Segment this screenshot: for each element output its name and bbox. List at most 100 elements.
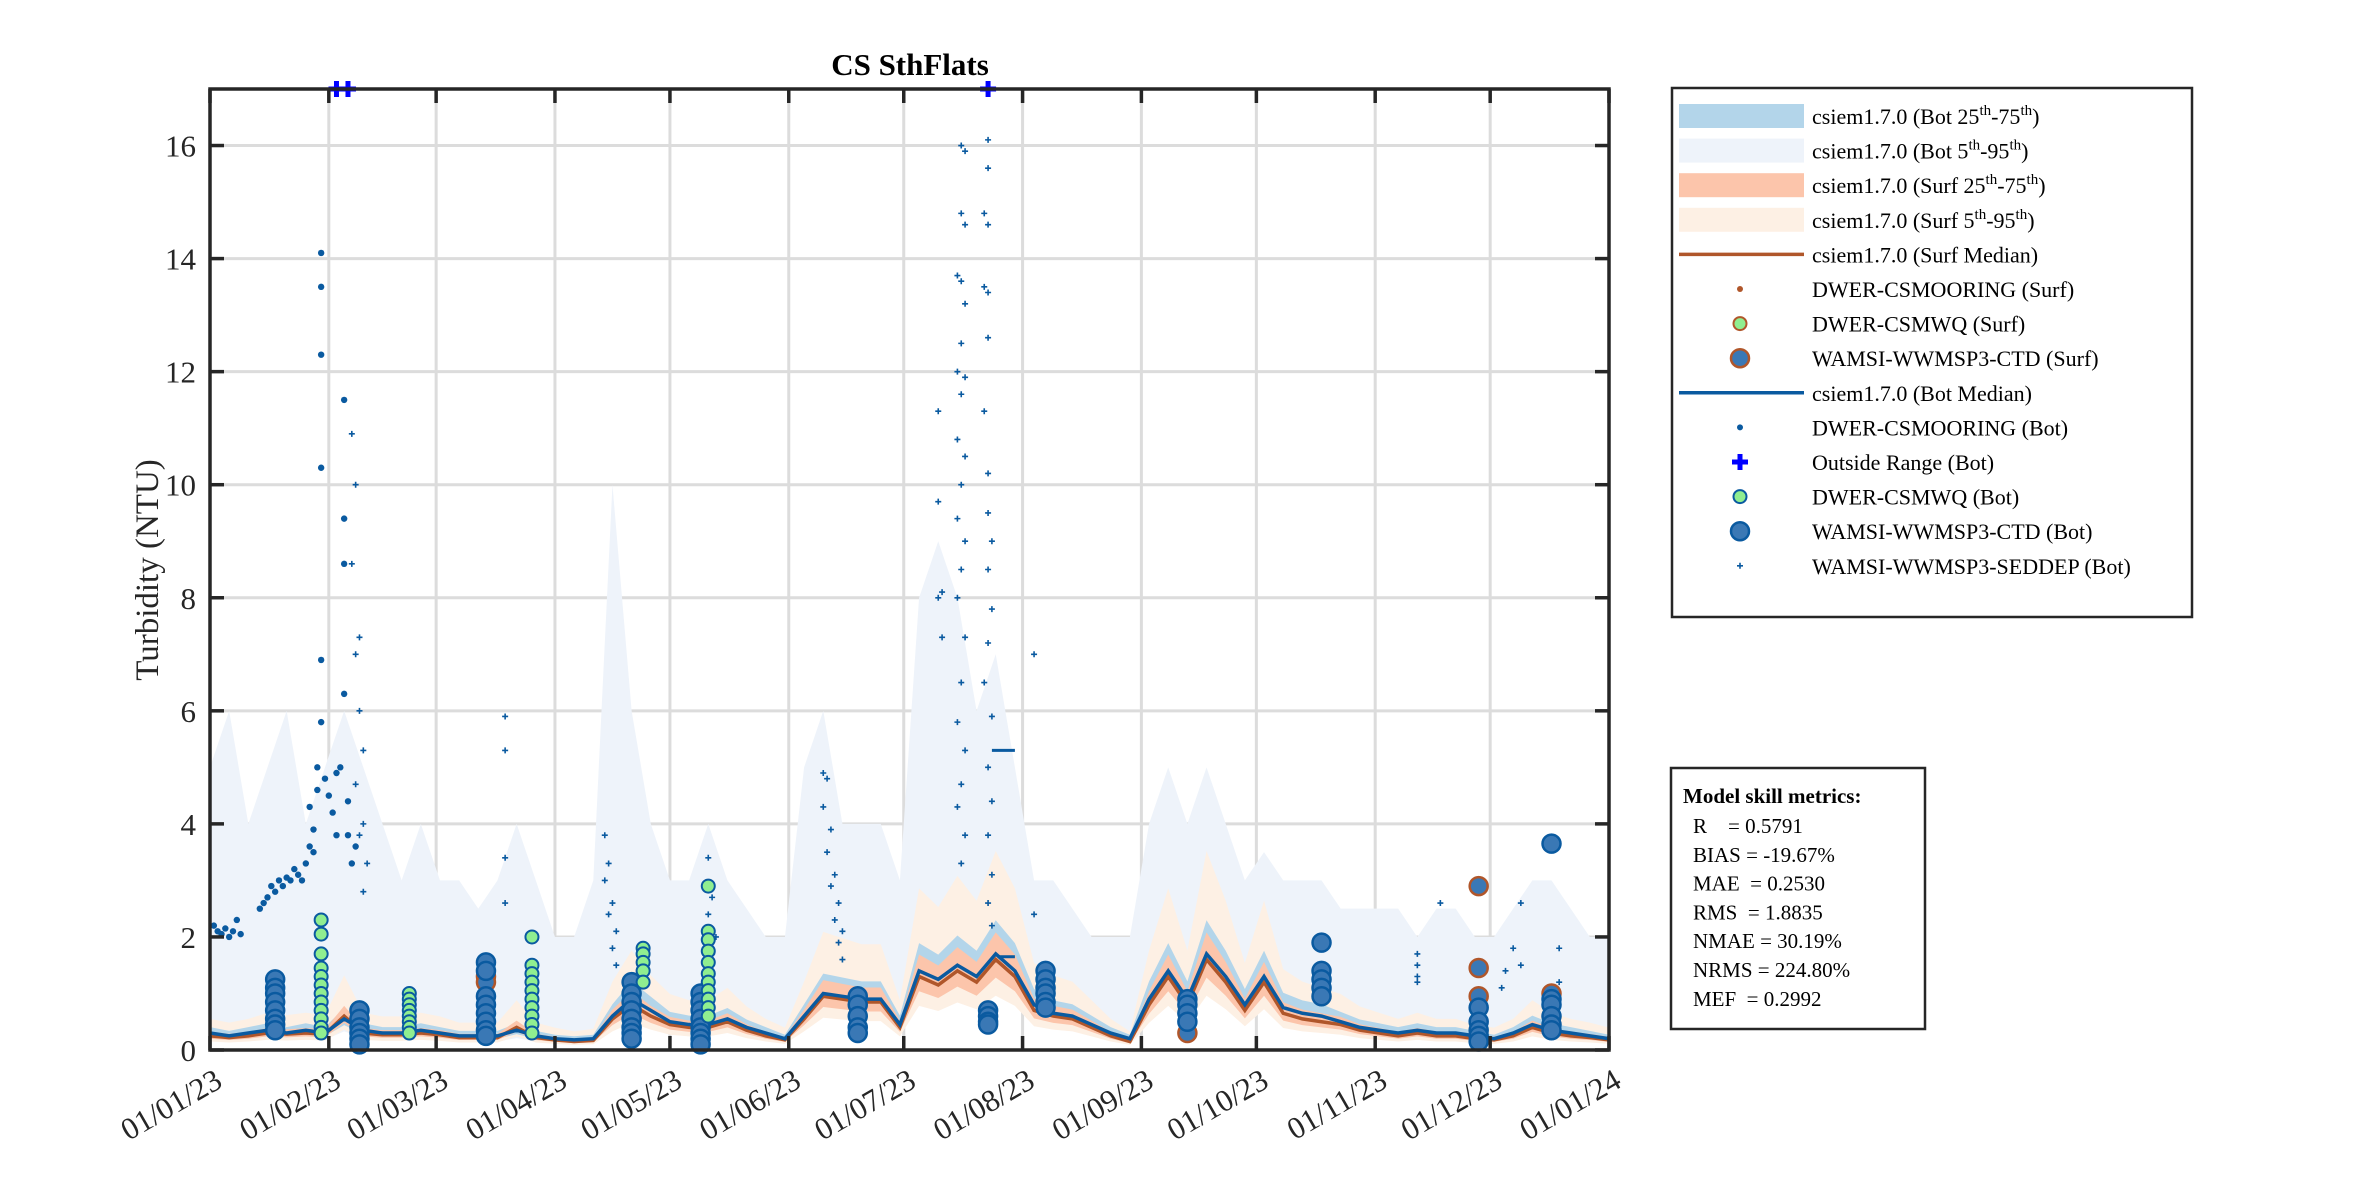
wamsi-wwmsp3-seddep-bot-point <box>958 566 965 573</box>
dwer-csmooring-bot-point <box>310 826 317 833</box>
legend-label: csiem1.7.0 (Surf Median) <box>1812 242 2038 267</box>
wamsi-wwmsp3-ctd-bot-point <box>977 1014 999 1035</box>
wamsi-wwmsp3-seddep-bot-point <box>1414 979 1421 986</box>
legend-item: csiem1.7.0 (Bot Median) <box>1679 381 2032 406</box>
dwer-csmooring-bot-point <box>256 905 264 912</box>
legend-marker <box>1732 489 1748 505</box>
legend-item: csiem1.7.0 (Bot 5th-95th) <box>1679 138 2028 164</box>
legend-label-text: -95 <box>1986 208 2015 233</box>
wamsi-wwmsp3-seddep-bot-point <box>502 900 509 907</box>
legend-label-text: DWER-CSMOORING (Surf) <box>1812 277 2074 302</box>
dwer-csmooring-bot-point <box>314 764 321 771</box>
wamsi-wwmsp3-seddep-bot-point <box>613 962 620 969</box>
wamsi-wwmsp3-seddep-bot-point <box>939 634 946 641</box>
dwer-csmooring-bot-point <box>340 515 348 522</box>
legend-label-superscript: th <box>1986 172 1998 188</box>
wamsi-wwmsp3-seddep-bot-point <box>985 639 992 646</box>
wamsi-wwmsp3-seddep-bot-point <box>962 148 969 155</box>
dwer-csmooring-bot-point <box>344 798 352 805</box>
legend-label: DWER-CSMOORING (Surf) <box>1812 277 2074 302</box>
legend-label: Outside Range (Bot) <box>1812 450 1994 475</box>
metric-line: MEF = 0.2992 <box>1693 987 1822 1011</box>
wamsi-wwmsp3-seddep-bot-point <box>1510 945 1517 952</box>
legend-swatch <box>1679 138 1804 163</box>
dwer-csmooring-bot-point <box>333 769 340 777</box>
wamsi-wwmsp3-seddep-bot-point <box>709 894 716 901</box>
wamsi-wwmsp3-ctd-bot-point <box>847 1022 869 1044</box>
legend-label-text: Outside Range (Bot) <box>1812 450 1994 475</box>
wamsi-wwmsp3-seddep-bot-point <box>985 832 992 839</box>
wamsi-wwmsp3-seddep-bot-point <box>958 481 965 488</box>
wamsi-wwmsp3-seddep-bot-point <box>613 928 620 935</box>
legend-marker <box>1737 562 1743 569</box>
wamsi-wwmsp3-seddep-bot-point <box>605 911 612 918</box>
dwer-csmooring-bot-point <box>302 860 310 867</box>
legend-label: WAMSI-WWMSP3-CTD (Bot) <box>1812 519 2093 544</box>
dwer-csmooring-bot-point <box>279 882 287 890</box>
legend-item: csiem1.7.0 (Surf 25th-75th) <box>1679 172 2046 198</box>
legend-label: csiem1.7.0 (Bot Median) <box>1812 381 2032 406</box>
wamsi-wwmsp3-seddep-bot-point <box>820 770 827 777</box>
wamsi-wwmsp3-seddep-bot-point <box>502 854 509 861</box>
legend-item: WAMSI-WWMSP3-SEDDEP (Bot) <box>1737 554 2131 579</box>
wamsi-wwmsp3-seddep-bot-point <box>958 210 965 217</box>
wamsi-wwmsp3-seddep-bot-point <box>356 832 363 839</box>
legend-label-text: csiem1.7.0 (Surf 5 <box>1812 208 1975 233</box>
wamsi-wwmsp3-ctd-bot-point <box>1541 1019 1562 1041</box>
wamsi-wwmsp3-seddep-bot-point <box>962 538 969 545</box>
bot-25-75-band <box>210 920 1609 1042</box>
wamsi-wwmsp3-seddep-bot-point <box>609 900 616 907</box>
wamsi-wwmsp3-seddep-bot-point <box>988 713 995 720</box>
legend-marker <box>1737 424 1743 431</box>
wamsi-wwmsp3-seddep-bot-point <box>958 679 965 686</box>
dwer-csmwq-bot-point <box>524 1025 540 1041</box>
legend-label: WAMSI-WWMSP3-CTD (Surf) <box>1812 346 2099 371</box>
dwer-csmooring-bot-point <box>225 933 233 941</box>
wamsi-wwmsp3-seddep-bot-point <box>352 781 359 788</box>
dwer-csmooring-bot-point <box>340 396 348 404</box>
legend-label-superscript: th <box>1968 138 1980 154</box>
wamsi-wwmsp3-seddep-bot-point <box>356 634 363 641</box>
metric-line: MAE = 0.2530 <box>1693 872 1825 896</box>
dwer-csmwq-bot-point <box>313 946 329 962</box>
legend-label-superscript: th <box>2016 207 2028 223</box>
wamsi-wwmsp3-seddep-bot-point <box>962 747 969 754</box>
dwer-csmooring-bot-point <box>229 928 237 935</box>
dwer-csmooring-bot-point <box>264 894 271 901</box>
metrics-title: Model skill metrics: <box>1683 784 1861 808</box>
wamsi-wwmsp3-seddep-bot-point <box>958 278 965 285</box>
legend-item: DWER-CSMWQ (Surf) <box>1732 312 2025 337</box>
wamsi-wwmsp3-seddep-bot-point <box>954 719 961 726</box>
wamsi-wwmsp3-seddep-bot-point <box>1031 911 1038 918</box>
dwer-csmooring-bot-point <box>314 786 321 794</box>
legend-item: DWER-CSMOORING (Bot) <box>1737 415 2068 440</box>
legend-label-text: WAMSI-WWMSP3-CTD (Bot) <box>1812 519 2093 544</box>
wamsi-wwmsp3-seddep-bot-point <box>827 826 834 833</box>
dwer-csmooring-bot-point <box>275 877 283 884</box>
dwer-csmooring-bot-point <box>298 877 306 884</box>
wamsi-wwmsp3-ctd-bot-point <box>475 960 497 982</box>
dwer-csmooring-bot-point <box>306 803 313 811</box>
wamsi-wwmsp3-seddep-bot-point <box>348 430 355 437</box>
dwer-csmwq-bot-point <box>313 912 329 928</box>
legend-label-superscript: th <box>1975 207 1987 223</box>
wamsi-wwmsp3-seddep-bot-point <box>839 928 846 935</box>
wamsi-wwmsp3-seddep-bot-point <box>1414 950 1421 957</box>
percentile-bands <box>210 484 1609 1045</box>
wamsi-wwmsp3-seddep-bot-point <box>831 871 838 878</box>
dwer-csmooring-bot-point <box>210 922 218 929</box>
dwer-csmooring-bot-point <box>325 792 333 799</box>
legend-label: csiem1.7.0 (Bot 25th-75th) <box>1812 103 2039 129</box>
y-tick-label: 0 <box>181 1033 197 1068</box>
wamsi-wwmsp3-seddep-bot-point <box>962 374 969 381</box>
wamsi-wwmsp3-seddep-bot-point <box>985 334 992 341</box>
legend-marker <box>1737 286 1743 292</box>
dwer-csmwq-bot-point <box>313 1025 329 1041</box>
y-tick-label: 10 <box>165 468 196 503</box>
wamsi-wwmsp3-seddep-bot-point <box>348 560 355 567</box>
legend-label-text: ) <box>2027 208 2034 233</box>
wamsi-wwmsp3-seddep-bot-point <box>352 481 359 488</box>
median-lines <box>210 748 1609 1044</box>
wamsi-wwmsp3-seddep-bot-point <box>958 781 965 788</box>
wamsi-wwmsp3-seddep-bot-point <box>601 832 608 839</box>
